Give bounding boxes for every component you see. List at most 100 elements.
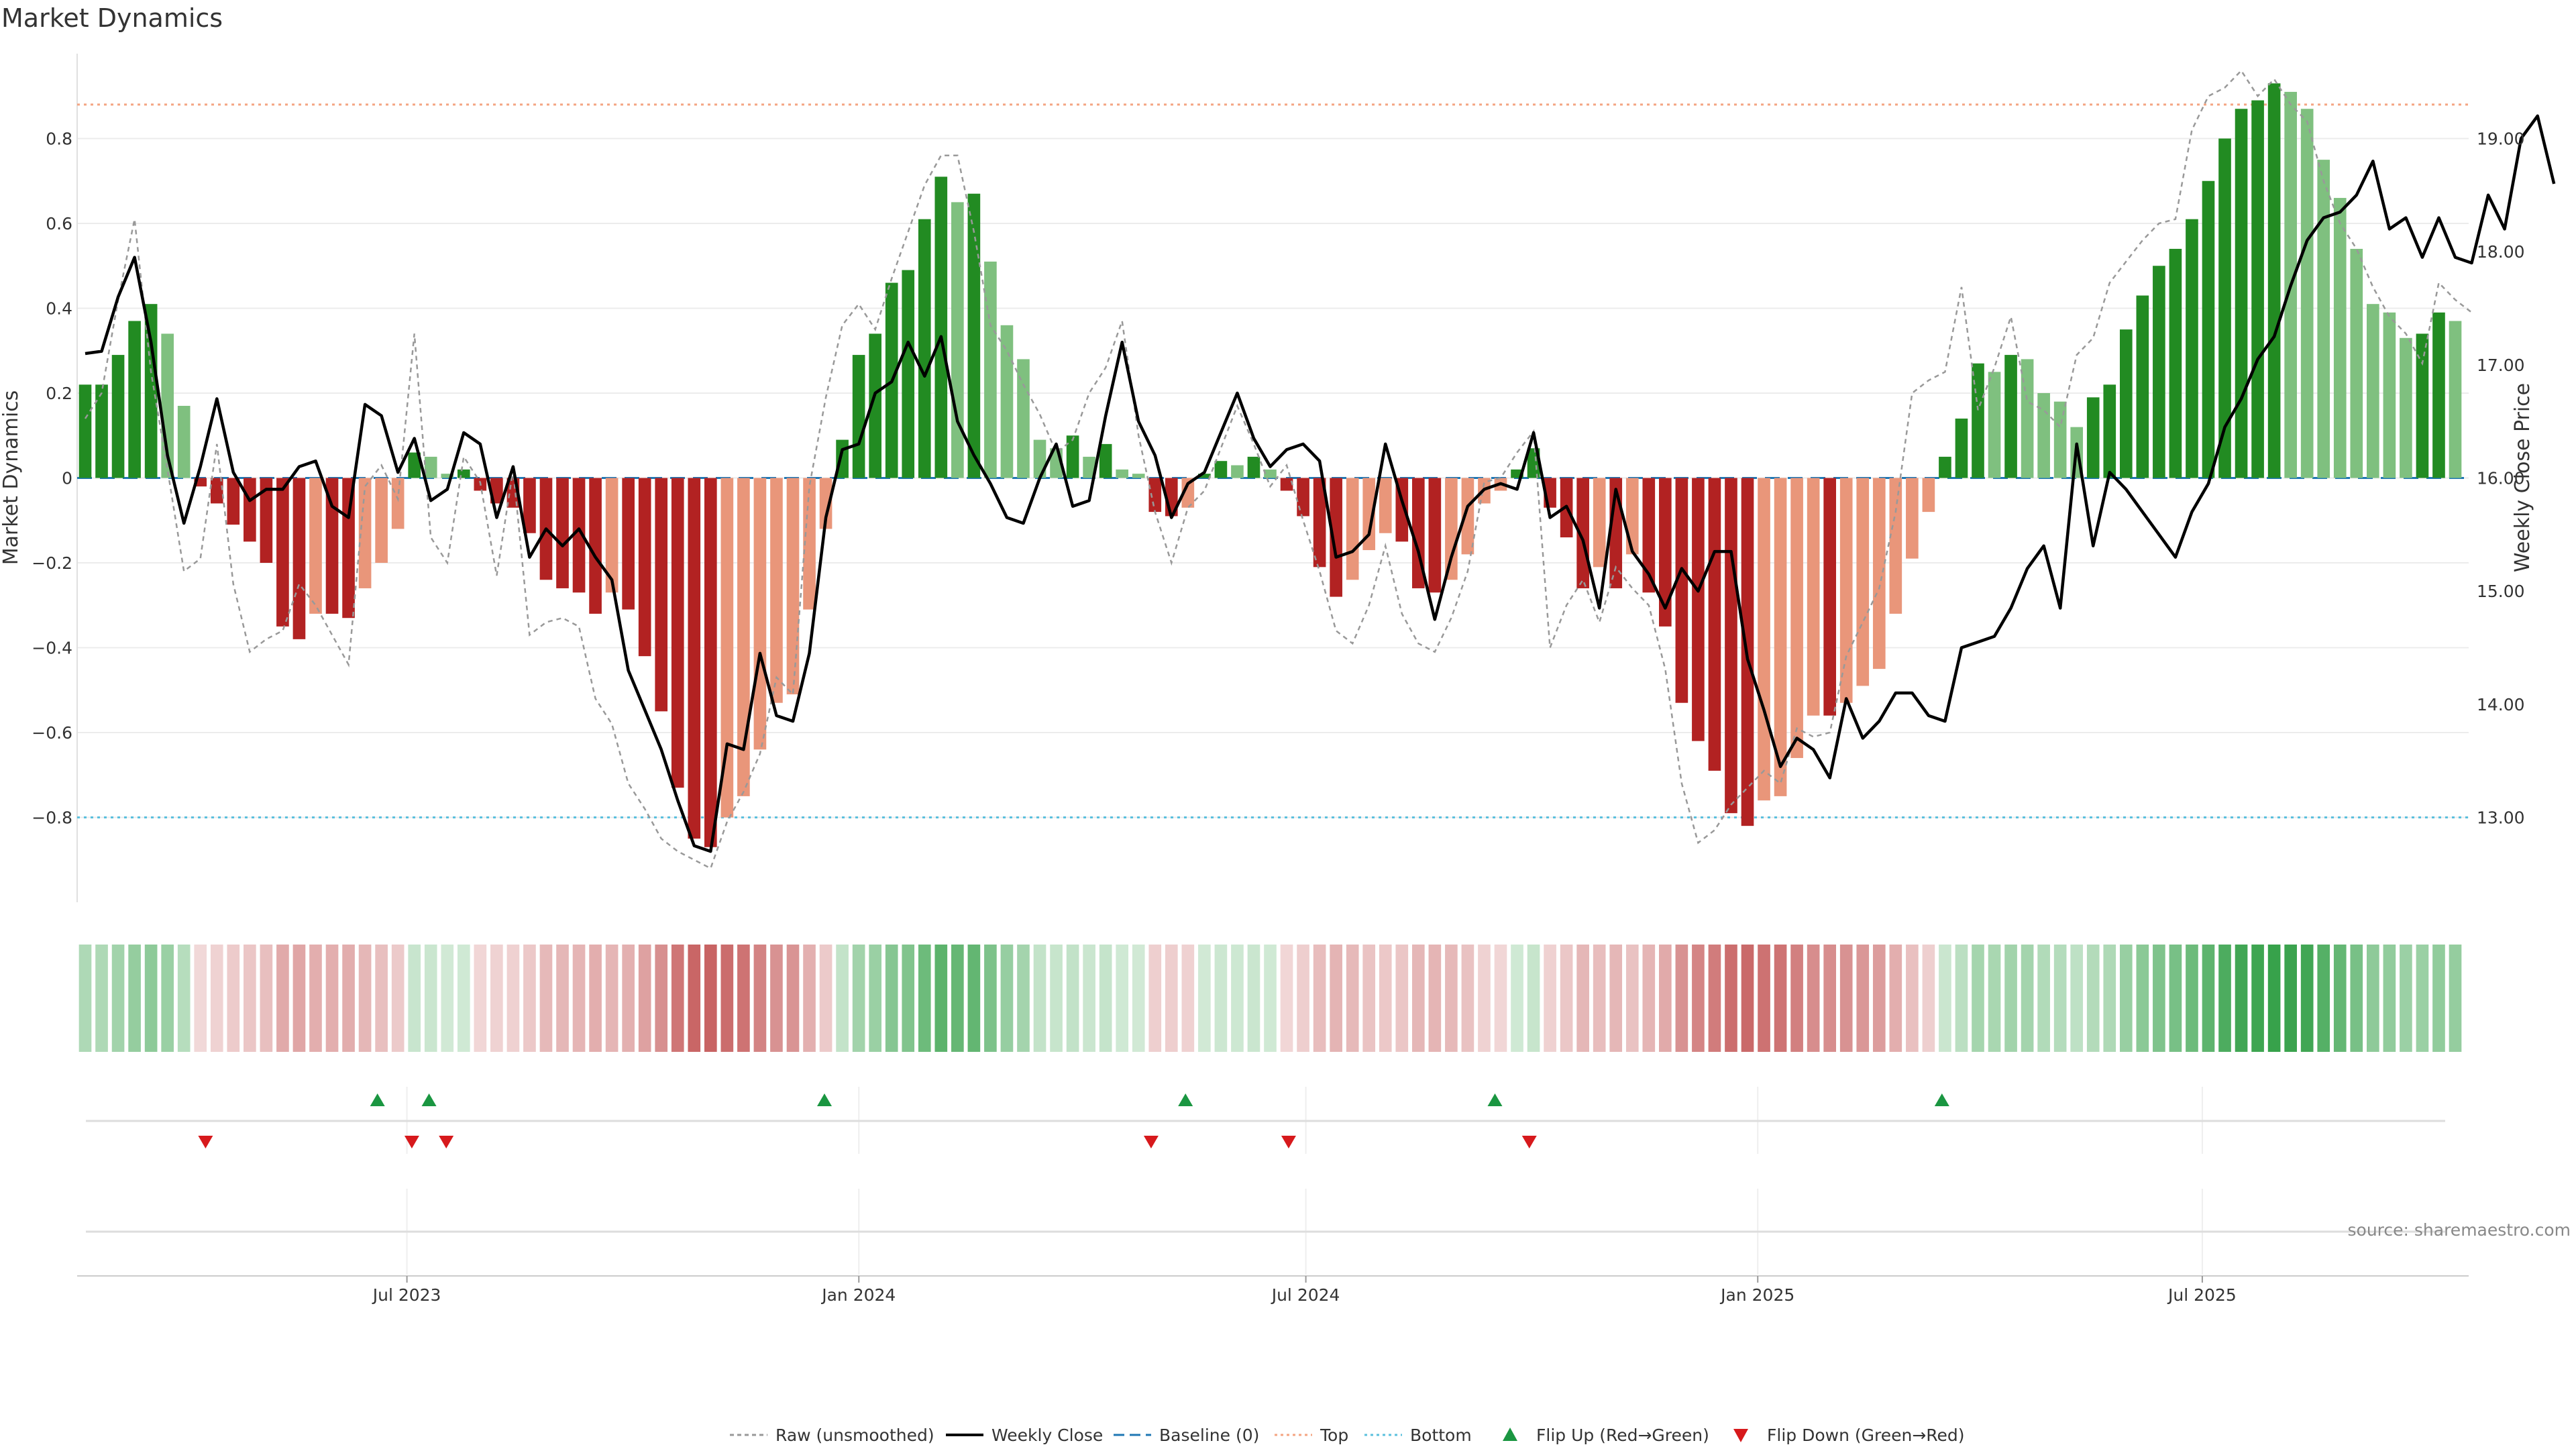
strip-cell-120: [2053, 945, 2067, 1052]
flip-down-marker-1: [404, 1136, 419, 1148]
strip-cell-117: [2004, 945, 2017, 1052]
left-tick-label: −0.6: [32, 723, 72, 743]
strip-cell-89: [1544, 945, 1556, 1052]
strip-cell-85: [1478, 945, 1491, 1052]
strip-cell-2: [111, 945, 125, 1052]
strip-cell-110: [1889, 945, 1902, 1052]
strip-cell-56: [1000, 945, 1014, 1052]
strip-cell-142: [2416, 945, 2429, 1052]
strip-cell-63: [1116, 945, 1129, 1052]
strip-cell-84: [1461, 945, 1474, 1052]
strip-cell-83: [1445, 945, 1458, 1052]
strip-cell-10: [244, 945, 256, 1052]
strip-cell-57: [1017, 945, 1030, 1052]
bar-118: [2021, 359, 2034, 478]
bar-123: [2103, 384, 2116, 478]
bar-104: [1790, 478, 1803, 758]
bar-16: [342, 478, 355, 619]
chart-title: Market Dynamics: [1, 3, 223, 33]
flip-down-marker-2: [439, 1136, 454, 1148]
bar-137: [2333, 198, 2347, 478]
strip-cell-45: [819, 945, 833, 1052]
bar-138: [2350, 248, 2363, 478]
bar-108: [1856, 478, 1870, 686]
bar-78: [1362, 478, 1376, 551]
flip-down-marker-3: [1143, 1136, 1159, 1148]
strip-cell-30: [572, 945, 586, 1052]
strip-cell-92: [1593, 945, 1606, 1052]
strip-cell-41: [753, 945, 767, 1052]
bar-53: [951, 202, 964, 478]
strip-cell-131: [2235, 945, 2248, 1052]
strip-cell-65: [1148, 945, 1162, 1052]
strip-cell-12: [276, 945, 289, 1052]
bar-63: [1116, 469, 1129, 478]
strip-cell-143: [2432, 945, 2445, 1052]
strip-cell-74: [1297, 945, 1309, 1052]
flip-markers-panel: [86, 1087, 2445, 1154]
strip-cell-55: [984, 945, 997, 1052]
bar-35: [655, 478, 668, 712]
bar-61: [1083, 456, 1095, 478]
bar-6: [177, 405, 191, 478]
bar-110: [1889, 478, 1902, 614]
bar-23: [457, 469, 470, 478]
strip-cell-76: [1330, 945, 1342, 1052]
bar-68: [1198, 474, 1211, 478]
strip-cell-35: [655, 945, 668, 1052]
bar-75: [1313, 478, 1326, 568]
bar-40: [737, 478, 750, 796]
strip-cell-130: [2218, 945, 2231, 1052]
strip-cell-5: [161, 945, 174, 1052]
strip-cell-94: [1625, 945, 1639, 1052]
bar-18: [375, 478, 388, 563]
strip-cell-6: [177, 945, 191, 1052]
left-tick-label: 0.8: [46, 129, 72, 149]
bar-31: [589, 478, 602, 614]
bar-41: [753, 478, 767, 750]
bar-0: [78, 384, 92, 478]
strip-cell-62: [1099, 945, 1112, 1052]
strip-cell-136: [2317, 945, 2330, 1052]
strip-cell-61: [1083, 945, 1095, 1052]
strip-cell-116: [1988, 945, 2001, 1052]
bar-98: [1692, 478, 1705, 741]
flip-down-marker-0: [198, 1136, 213, 1148]
flip-down-marker-5: [1521, 1136, 1537, 1148]
bar-48: [869, 333, 881, 478]
bar-15: [325, 478, 339, 614]
x-axis: Jul 2023 Jan 2024 Jul 2024 Jan 2025 Jul 2025: [77, 1275, 2469, 1305]
bar-131: [2235, 109, 2248, 478]
strip-cell-36: [671, 945, 684, 1052]
strip-cell-15: [325, 945, 339, 1052]
strip-cell-105: [1807, 945, 1820, 1052]
bar-71: [1247, 456, 1260, 478]
strip-cell-22: [441, 945, 454, 1052]
strip-cell-67: [1181, 945, 1195, 1052]
source-note: source: sharemaestro.com: [2348, 1220, 2571, 1240]
strip-cell-90: [1560, 945, 1573, 1052]
bar-129: [2202, 180, 2215, 478]
strip-cell-100: [1725, 945, 1737, 1052]
strip-cell-72: [1264, 945, 1277, 1052]
x-tick-label: Jul 2023: [372, 1285, 441, 1305]
strip-cell-38: [704, 945, 717, 1052]
bar-84: [1461, 478, 1474, 555]
bar-77: [1346, 478, 1359, 580]
strip-cell-32: [605, 945, 619, 1052]
strip-cell-86: [1494, 945, 1507, 1052]
strip-cell-49: [885, 945, 898, 1052]
strip-cell-126: [2153, 945, 2165, 1052]
strip-cell-46: [836, 945, 849, 1052]
strip-cell-115: [1972, 945, 1984, 1052]
y-axis-label-left: Market Dynamics: [0, 390, 23, 566]
strip-cell-124: [2119, 945, 2133, 1052]
right-tick-label: 17.00: [2477, 356, 2525, 375]
legend-label: Weekly Close: [991, 1426, 1103, 1445]
legend-label: Raw (unsmoothed): [775, 1426, 934, 1445]
bar-9: [227, 478, 240, 525]
bar-55: [984, 261, 997, 478]
strip-cell-25: [490, 945, 503, 1052]
bar-27: [523, 478, 536, 533]
bar-60: [1066, 435, 1079, 478]
